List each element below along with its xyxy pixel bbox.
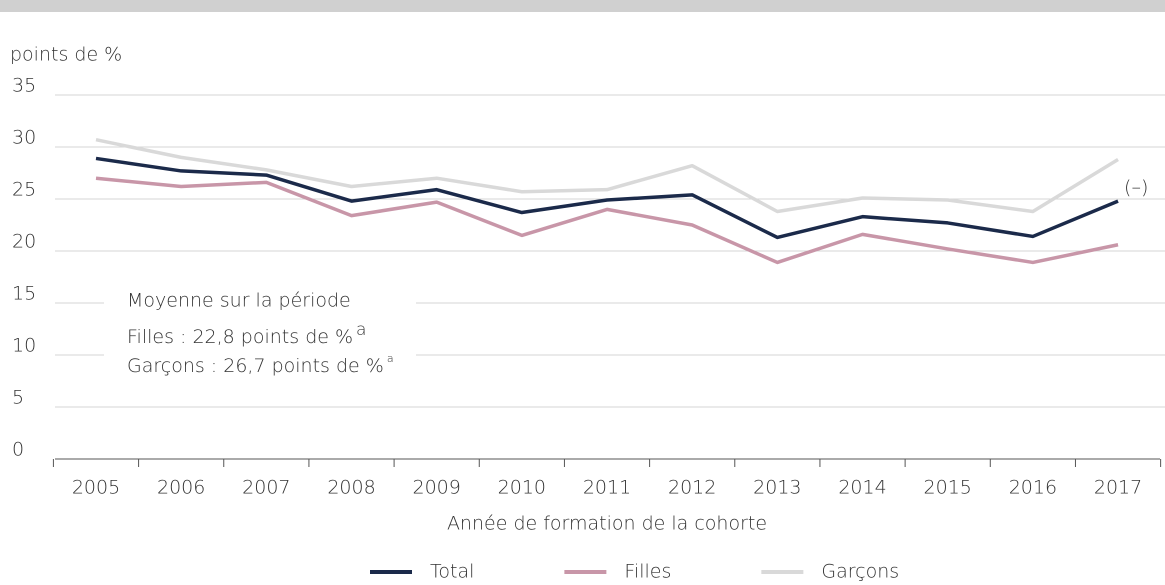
y-tick-label: 20: [12, 231, 36, 253]
x-tick-label: 2007: [242, 477, 290, 499]
top-bar: [0, 0, 1165, 12]
y-tick-label: 35: [12, 75, 36, 97]
line-series: [95, 138, 1119, 214]
x-tick-label: 2009: [413, 477, 461, 499]
y-axis-title: points de %: [10, 44, 122, 66]
x-tick-label: 2008: [327, 477, 375, 499]
x-tick-label: 2015: [924, 477, 972, 499]
x-tick-label: 2017: [1094, 477, 1142, 499]
annotation-text: Garçons : 26,7 points de % a: [127, 352, 394, 377]
x-tick-label: 2005: [72, 477, 120, 499]
legend-label: Filles: [624, 561, 671, 583]
line-series: [95, 156, 1119, 240]
legend-label: Total: [430, 561, 474, 583]
annotation-title: Moyenne sur la période: [127, 290, 351, 312]
y-tick-label: 15: [12, 283, 36, 305]
x-tick-label: 2016: [1009, 477, 1057, 499]
x-tick-label: 2011: [583, 477, 631, 499]
x-tick-label: 2014: [838, 477, 886, 499]
annotation-box: [104, 283, 416, 383]
x-axis-title: Année de formation de la cohorte: [447, 513, 767, 535]
y-tick-label: 25: [12, 179, 36, 201]
y-tick-label: 10: [12, 335, 36, 357]
x-tick-label: 2012: [668, 477, 716, 499]
legend-label: Garçons: [821, 561, 899, 583]
x-tick-label: 2013: [753, 477, 801, 499]
y-tick-label: 5: [12, 387, 24, 409]
y-tick-label: 0: [12, 439, 24, 461]
annotation-text: Filles : 22,8 points de % a: [127, 320, 366, 348]
end-label: (–): [1124, 177, 1148, 199]
y-tick-label: 30: [12, 127, 36, 149]
line-series: [95, 176, 1119, 265]
x-tick-label: 2010: [498, 477, 546, 499]
x-tick-label: 2006: [157, 477, 205, 499]
